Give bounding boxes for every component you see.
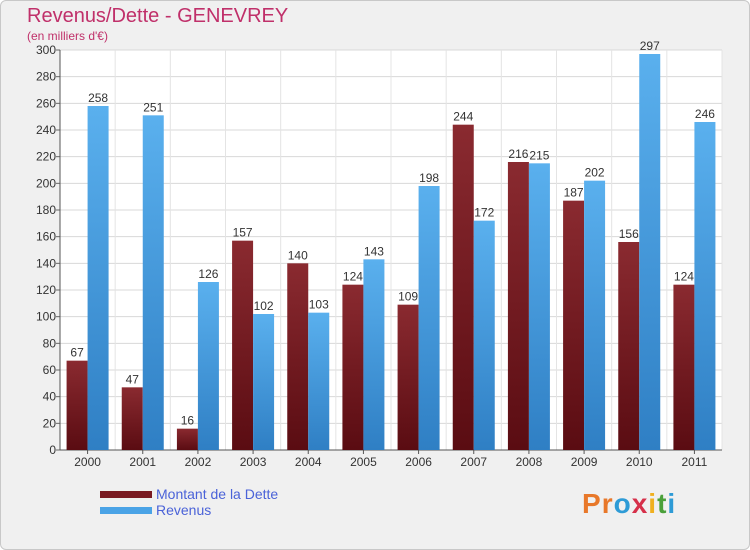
legend-label-debt: Montant de la Dette xyxy=(156,486,279,502)
y-tick-label: 20 xyxy=(43,416,57,430)
data-label-debt-2004: 140 xyxy=(288,248,308,262)
data-label-debt-2007: 244 xyxy=(453,110,473,124)
bar-debt-2006 xyxy=(397,304,419,450)
data-label-debt-2005: 124 xyxy=(343,270,363,284)
bar-revenue-2010 xyxy=(639,54,661,450)
data-label-debt-2000: 67 xyxy=(70,346,84,360)
bar-debt-2000 xyxy=(66,360,88,450)
x-tick-label-2005: 2005 xyxy=(350,455,377,469)
chart-title: Revenus/Dette - GENEVREY xyxy=(27,5,289,27)
logo-letter: x xyxy=(631,488,649,519)
logo-letter: i xyxy=(667,488,677,519)
y-tick-label: 260 xyxy=(36,96,56,110)
bar-debt-2007 xyxy=(452,124,474,451)
data-label-revenue-2004: 103 xyxy=(309,298,329,312)
y-tick-label: 80 xyxy=(43,336,57,350)
bar-revenue-2008 xyxy=(528,163,550,451)
x-tick-label-2010: 2010 xyxy=(626,455,653,469)
logo-letter: t xyxy=(657,488,668,519)
x-tick-label-2008: 2008 xyxy=(516,455,543,469)
y-tick-label: 200 xyxy=(36,176,56,190)
bar-revenue-2003 xyxy=(253,314,275,450)
logo-letter: i xyxy=(648,488,658,519)
bar-debt-2003 xyxy=(232,240,254,450)
y-tick-label: 120 xyxy=(36,283,56,297)
data-label-debt-2010: 156 xyxy=(619,227,639,241)
x-tick-label-2003: 2003 xyxy=(240,455,267,469)
data-label-revenue-2003: 102 xyxy=(254,299,274,313)
bar-debt-2004 xyxy=(287,263,309,450)
bar-revenue-2004 xyxy=(308,312,330,450)
bar-revenue-2006 xyxy=(418,186,440,450)
bar-debt-2001 xyxy=(121,387,143,450)
bar-revenue-2000 xyxy=(87,106,109,450)
x-tick-label-2007: 2007 xyxy=(460,455,487,469)
y-tick-label: 100 xyxy=(36,310,56,324)
bar-debt-2002 xyxy=(176,428,198,450)
legend-swatch-debt xyxy=(100,490,152,498)
chart-subtitle: (en milliers d'€) xyxy=(27,29,108,43)
data-label-debt-2009: 187 xyxy=(564,186,584,200)
bar-revenue-2009 xyxy=(584,180,606,450)
x-tick-label-2011: 2011 xyxy=(682,455,708,469)
data-label-revenue-2001: 251 xyxy=(143,100,163,114)
logo-letter: P xyxy=(582,488,602,519)
y-tick-label: 280 xyxy=(36,70,56,84)
bar-debt-2010 xyxy=(618,242,640,450)
bar-revenue-2001 xyxy=(142,115,164,450)
data-label-revenue-2011: 246 xyxy=(695,107,715,121)
y-tick-label: 140 xyxy=(36,256,56,270)
data-label-debt-2011: 124 xyxy=(674,270,694,284)
legend-swatch-revenue xyxy=(100,506,152,514)
legend: Montant de la Dette Revenus xyxy=(100,486,278,518)
y-tick-label: 40 xyxy=(43,390,57,404)
y-tick-label: 160 xyxy=(36,230,56,244)
y-tick-label: 240 xyxy=(36,123,56,137)
data-label-debt-2003: 157 xyxy=(233,226,253,240)
data-label-debt-2008: 216 xyxy=(508,147,528,161)
data-label-revenue-2009: 202 xyxy=(585,166,605,180)
x-tick-label-2004: 2004 xyxy=(295,455,322,469)
x-tick-label-2006: 2006 xyxy=(405,455,432,469)
x-tick-label-2009: 2009 xyxy=(571,455,598,469)
y-tick-label: 300 xyxy=(36,43,56,57)
proxiti-logo: Proxiti xyxy=(582,488,676,520)
bar-debt-2008 xyxy=(507,162,529,450)
y-tick-label: 180 xyxy=(36,203,56,217)
bar-revenue-2002 xyxy=(197,282,219,450)
x-tick-label-2002: 2002 xyxy=(185,455,212,469)
legend-item-revenue: Revenus xyxy=(100,502,278,518)
bar-revenue-2007 xyxy=(473,220,495,450)
y-tick-label: 0 xyxy=(49,443,56,457)
logo-letter: r xyxy=(601,488,614,519)
data-label-revenue-2005: 143 xyxy=(364,244,384,258)
bar-debt-2009 xyxy=(563,200,585,450)
data-label-revenue-2008: 215 xyxy=(529,148,549,162)
data-label-revenue-2002: 126 xyxy=(198,267,218,281)
data-label-revenue-2000: 258 xyxy=(88,91,108,105)
data-label-revenue-2007: 172 xyxy=(474,206,494,220)
legend-item-debt: Montant de la Dette xyxy=(100,486,278,502)
bar-revenue-2005 xyxy=(363,259,385,450)
legend-label-revenue: Revenus xyxy=(156,502,212,518)
bar-debt-2011 xyxy=(673,284,695,450)
y-tick-label: 220 xyxy=(36,150,56,164)
data-label-revenue-2010: 297 xyxy=(640,39,660,53)
y-tick-label: 60 xyxy=(43,363,57,377)
x-tick-label-2001: 2001 xyxy=(129,455,156,469)
bar-debt-2005 xyxy=(342,284,364,450)
data-label-debt-2006: 109 xyxy=(398,290,418,304)
bar-revenue-2011 xyxy=(694,122,716,450)
logo-letter: o xyxy=(613,488,632,519)
data-label-revenue-2006: 198 xyxy=(419,171,439,185)
data-label-debt-2002: 16 xyxy=(181,414,195,428)
data-label-debt-2001: 47 xyxy=(126,372,140,386)
x-tick-label-2000: 2000 xyxy=(74,455,101,469)
